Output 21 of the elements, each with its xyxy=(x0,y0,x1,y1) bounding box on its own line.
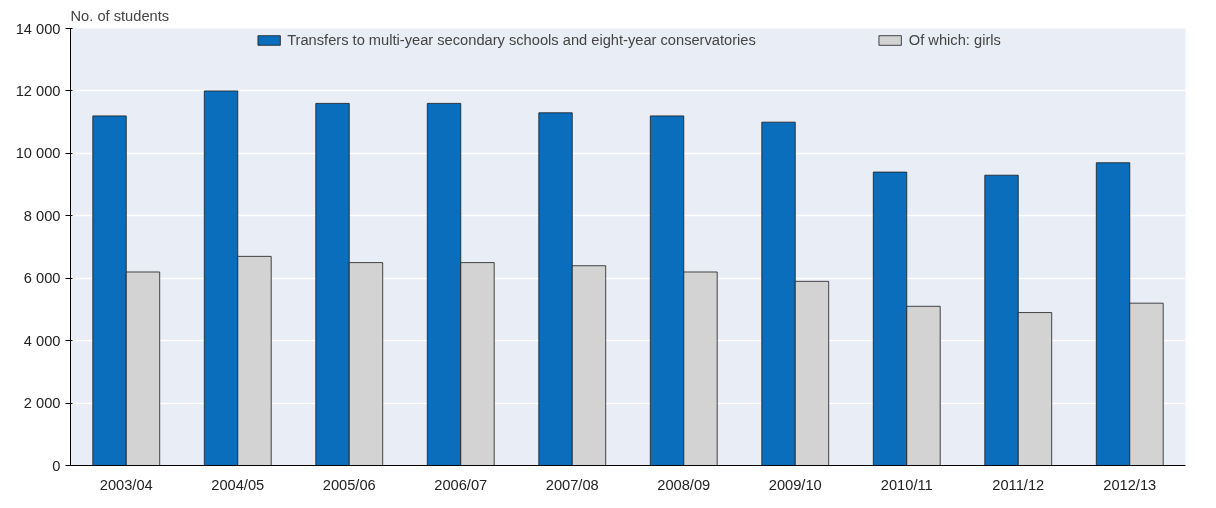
y-axis-title: No. of students xyxy=(70,7,170,24)
y-tick-label: 14 000 xyxy=(15,20,61,37)
y-tick-label: 10 000 xyxy=(15,145,61,162)
y-tick-label: 8 000 xyxy=(23,207,61,224)
x-tick-label: 2012/13 xyxy=(1103,476,1157,493)
x-tick-label: 2007/08 xyxy=(545,476,599,493)
x-tick-label: 2008/09 xyxy=(657,476,711,493)
x-tick-label: 2005/06 xyxy=(322,476,376,493)
legend-label: Transfers to multi-year secondary schools and eight-year conservatories xyxy=(287,32,756,48)
y-tick-label: 12 000 xyxy=(15,82,61,99)
y-tick-label: 2 000 xyxy=(23,395,61,412)
y-tick-label: 0 xyxy=(52,457,61,474)
x-tick-label: 2006/07 xyxy=(434,476,488,493)
x-tick-label: 2004/05 xyxy=(211,476,265,493)
x-tick-label: 2011/12 xyxy=(992,476,1045,493)
x-tick-label: 2009/10 xyxy=(768,476,822,493)
legend-label: Of which: girls xyxy=(908,32,1001,48)
x-tick-label: 2010/11 xyxy=(880,476,933,493)
y-tick-label: 4 000 xyxy=(23,332,61,349)
x-tick-label: 2003/04 xyxy=(99,476,153,493)
y-tick-label: 6 000 xyxy=(23,270,61,287)
